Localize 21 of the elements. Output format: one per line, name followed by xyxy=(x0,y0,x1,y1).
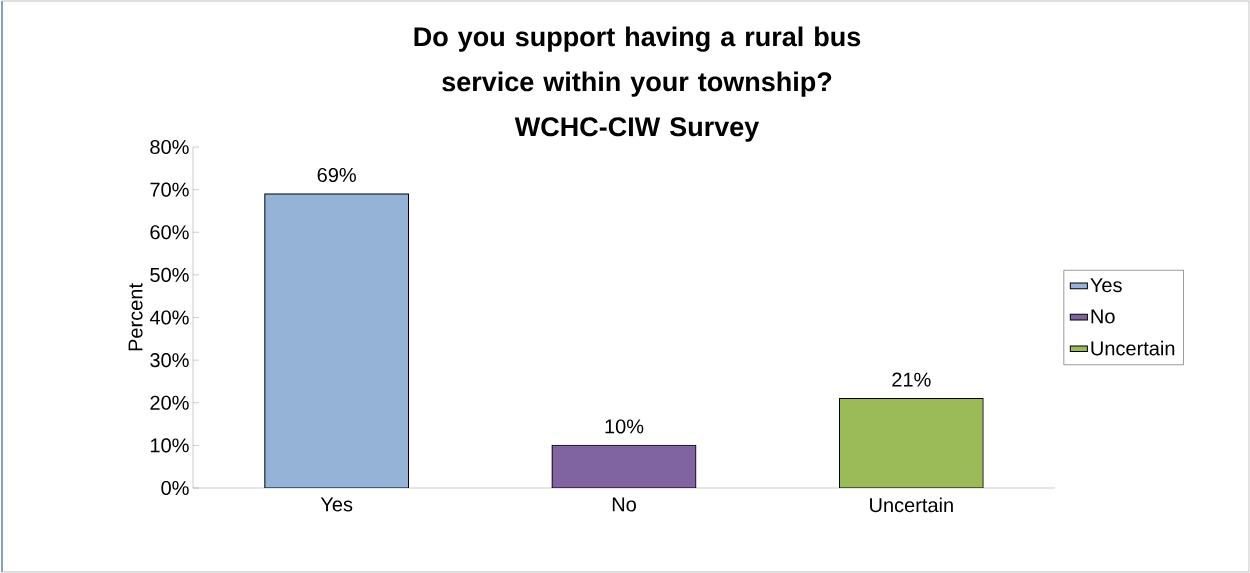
legend-label: Yes xyxy=(1090,278,1122,293)
y-tick-label: 70% xyxy=(150,182,189,197)
y-tick-label: 30% xyxy=(150,353,189,368)
x-tick-label: Yes xyxy=(320,497,353,512)
legend-label: No xyxy=(1091,309,1115,324)
y-tick-label: 40% xyxy=(149,310,189,325)
x-tick-label: Uncertain xyxy=(870,497,953,513)
y-tick-label: 80% xyxy=(150,139,189,155)
data-label: 21% xyxy=(892,372,931,387)
y-axis-title: Percent xyxy=(128,283,143,351)
y-tick-label: 20% xyxy=(150,395,189,410)
x-tick-label: No xyxy=(612,497,636,512)
legend-label: Uncertain xyxy=(1091,340,1175,356)
chart-subtitle: WCHC-CIW Survey xyxy=(514,117,760,142)
y-tick-label: 10% xyxy=(150,438,189,453)
y-tick-label: 60% xyxy=(150,225,189,240)
y-tick-label: 0% xyxy=(161,480,189,496)
y-tick-label: 50% xyxy=(150,267,189,282)
data-label: 10% xyxy=(605,419,644,434)
chart-title: Do you support having a rural bus service within your township? xyxy=(414,26,861,97)
data-label: 69% xyxy=(317,167,356,183)
